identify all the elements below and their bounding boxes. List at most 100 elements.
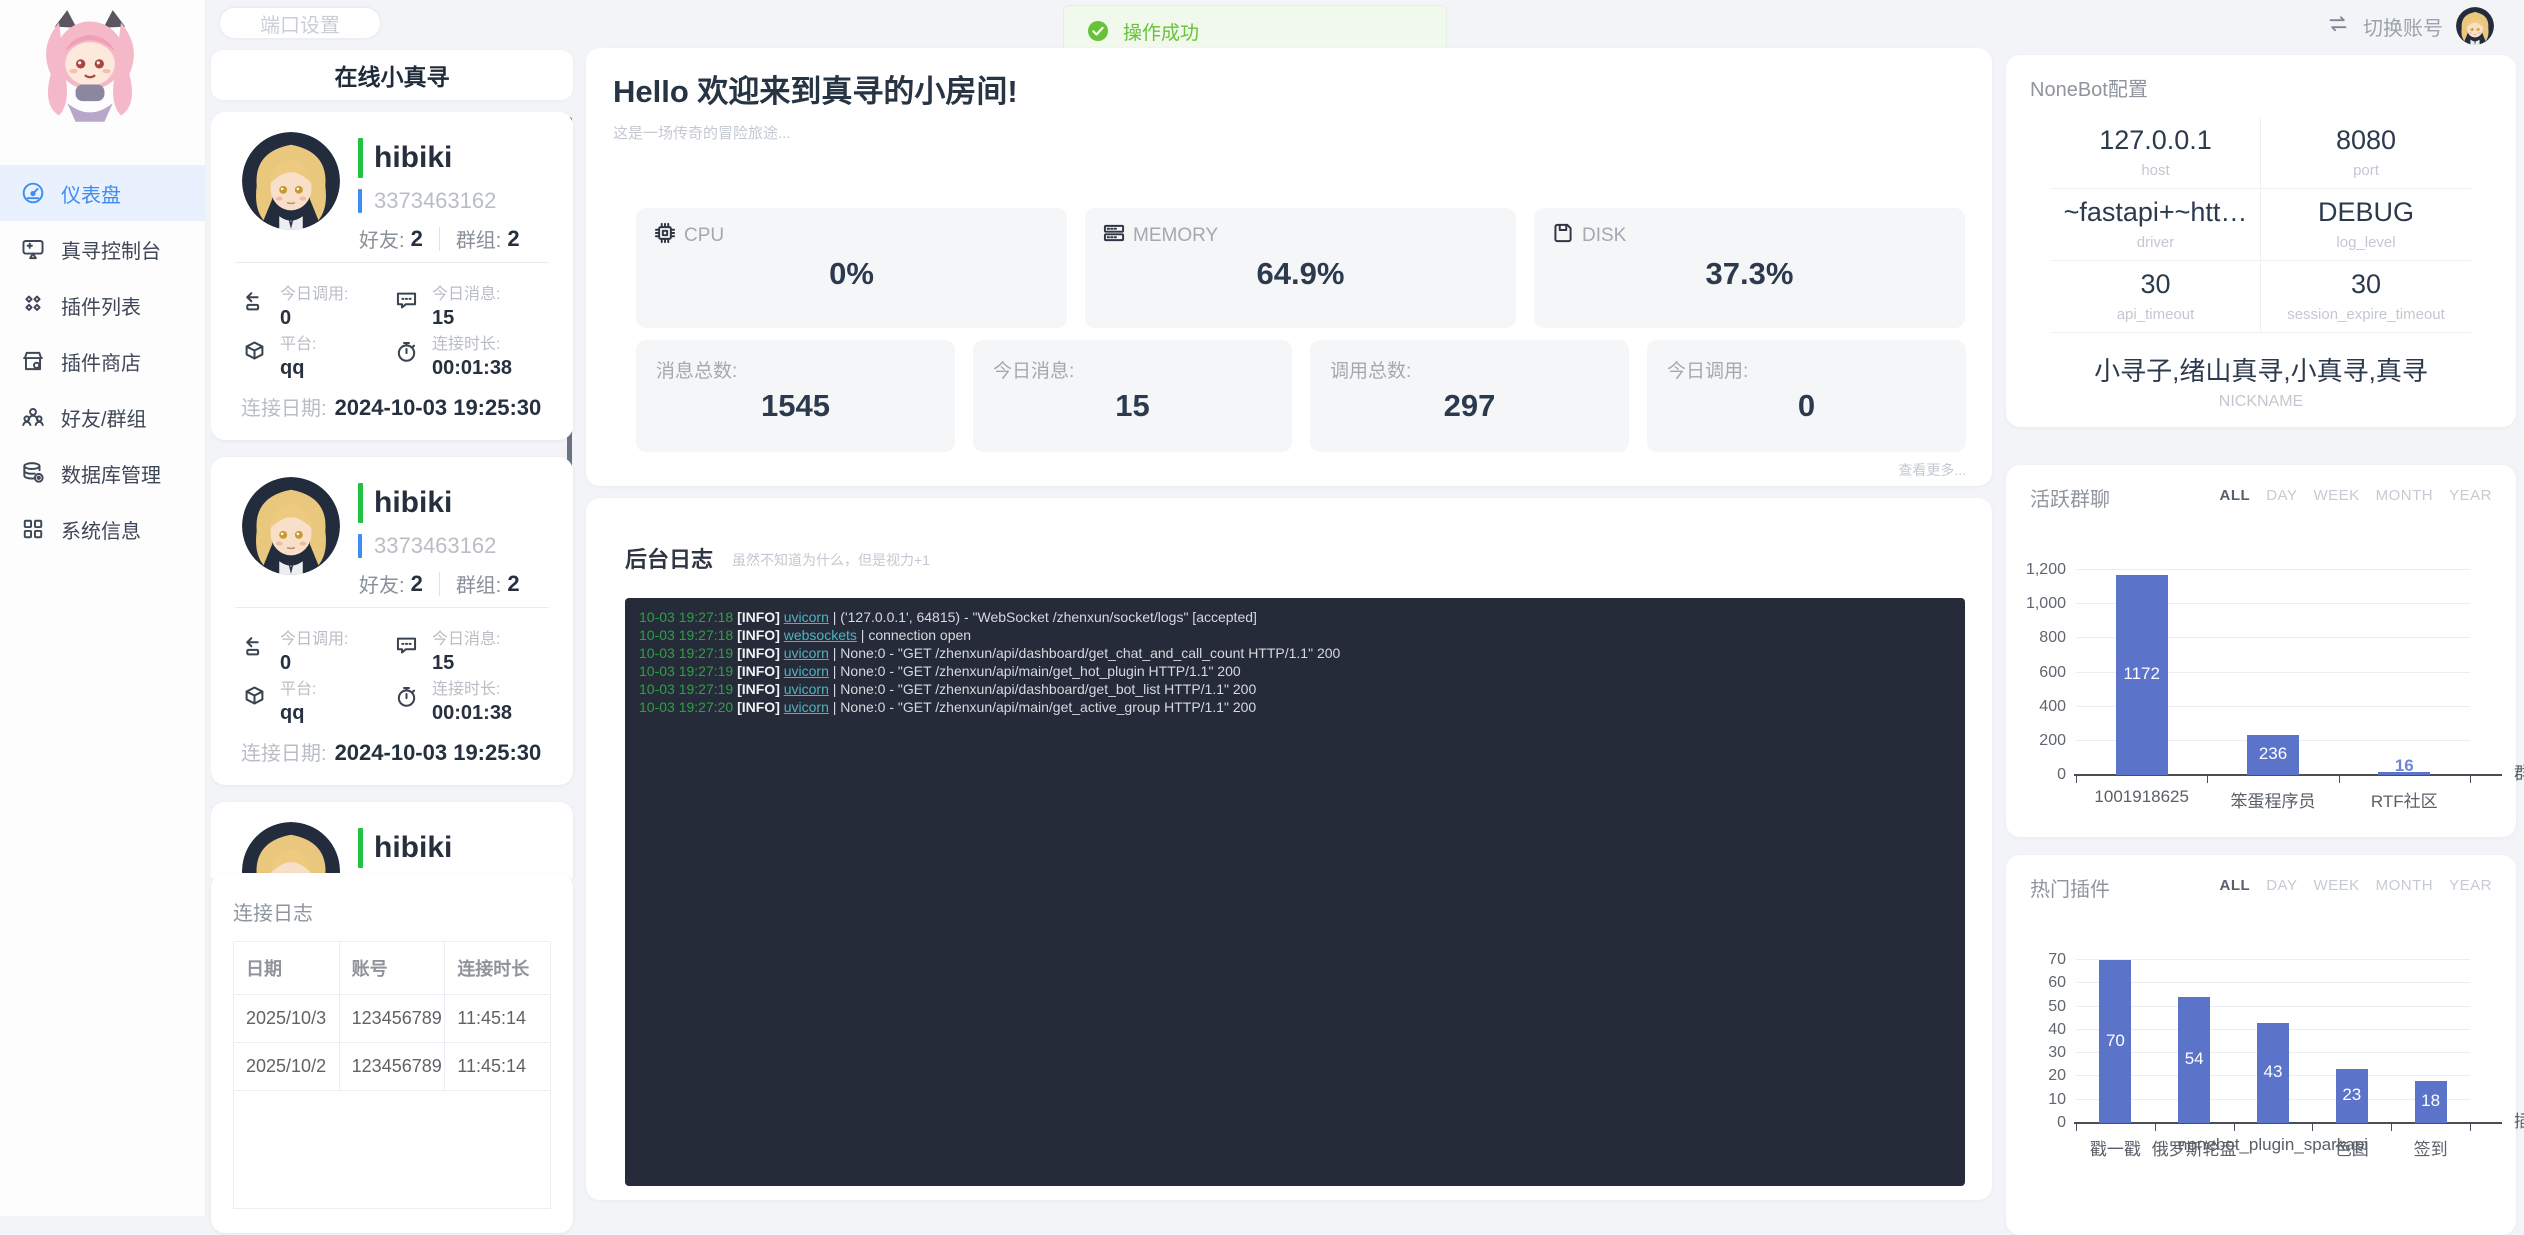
stopwatch-icon <box>393 683 420 725</box>
bot-list: hibiki 3373463162 好友:2 群组:2 今日调用:0 今日消息:… <box>211 112 583 878</box>
x-axis-tick <box>2312 1124 2313 1131</box>
divider <box>439 227 440 251</box>
y-axis-tick-label: 600 <box>1998 664 2066 682</box>
tab-month[interactable]: MONTH <box>2376 877 2434 894</box>
y-axis-tick-label: 20 <box>1998 1067 2066 1085</box>
x-axis-name: 插件 <box>2514 1107 2524 1132</box>
sidebar-item-label: 插件列表 <box>61 291 141 320</box>
logger-link: uvicorn <box>784 663 829 679</box>
sidebar-item-好友/群组[interactable]: 好友/群组 <box>0 389 205 445</box>
table-cell: 123456789 <box>339 995 445 1043</box>
connect-date-row: 连接日期:2024-10-03 19:25:30 <box>241 737 541 766</box>
logger-link: uvicorn <box>784 609 829 625</box>
x-axis-tick <box>2155 1124 2156 1131</box>
x-axis-tick <box>2339 776 2340 783</box>
bot-name: hibiki <box>374 141 452 175</box>
counter-value: 15 <box>973 388 1292 424</box>
bar-value-label: 23 <box>2312 1085 2392 1105</box>
tab-all[interactable]: ALL <box>2220 877 2251 894</box>
view-more-link[interactable]: 查看更多... <box>1898 460 1966 480</box>
bot-name: hibiki <box>374 486 452 520</box>
table-cell: 11:45:14 <box>445 1043 551 1091</box>
welcome-panel: Hello 欢迎来到真寻的小房间! 这是一场传奇的冒险旅途... CPU 0% … <box>586 48 1992 486</box>
tab-year[interactable]: YEAR <box>2449 487 2492 504</box>
sidebar-item-label: 好友/群组 <box>61 403 147 432</box>
sidebar-item-数据库管理[interactable]: 数据库管理 <box>0 445 205 501</box>
divider <box>235 607 549 608</box>
log-console: 10-03 19:27:18 [INFO] uvicorn | ('127.0.… <box>625 598 1965 1186</box>
online-status-bar <box>358 138 363 178</box>
cpu-stat-card: CPU 0% <box>636 208 1067 328</box>
x-axis-name: 群聊 <box>2514 759 2524 784</box>
tab-day[interactable]: DAY <box>2266 877 2297 894</box>
bot-card: hibiki 3373463162 好友:2 群组:2 今日调用:0 今日消息:… <box>211 802 573 878</box>
app-logo-avatar <box>28 6 152 130</box>
memory-value: 64.9% <box>1085 256 1516 292</box>
call-return-icon <box>241 288 268 330</box>
memory-stat-card: MEMORY 64.9% <box>1085 208 1516 328</box>
sidebar-item-系统信息[interactable]: 系统信息 <box>0 501 205 557</box>
time-range-tabs: ALL DAY WEEK MONTH YEAR <box>2220 487 2492 504</box>
sidebar-item-插件列表[interactable]: 插件列表 <box>0 277 205 333</box>
tab-month[interactable]: MONTH <box>2376 487 2434 504</box>
time-range-tabs: ALL DAY WEEK MONTH YEAR <box>2220 877 2492 894</box>
table-cell: 123456789 <box>339 1043 445 1091</box>
y-axis-tick-label: 0 <box>1998 1114 2066 1132</box>
sidebar-item-仪表盘[interactable]: 仪表盘 <box>0 165 205 221</box>
y-axis-tick-label: 30 <box>1998 1044 2066 1062</box>
bar-value-label: 236 <box>2233 744 2313 764</box>
sidebar-item-真寻控制台[interactable]: 真寻控制台 <box>0 221 205 277</box>
nickname-label: NICKNAME <box>2006 393 2516 411</box>
connect-date-row: 连接日期:2024-10-03 19:25:30 <box>241 392 541 421</box>
table-cell: 2025/10/3 <box>234 995 340 1043</box>
user-avatar[interactable] <box>2456 7 2494 45</box>
port-settings-button[interactable]: 端口设置 <box>218 6 382 40</box>
platform-item: 平台:qq <box>241 330 316 380</box>
sidebar-item-插件商店[interactable]: 插件商店 <box>0 333 205 389</box>
y-axis-tick-label: 50 <box>1998 998 2066 1016</box>
duration-item: 连接时长:00:01:38 <box>393 330 512 380</box>
x-axis-category-label: 签到 <box>2331 1135 2524 1160</box>
y-axis-tick-label: 1,200 <box>1998 561 2066 579</box>
x-axis-tick <box>2391 1124 2392 1131</box>
bar-value-label: 1172 <box>2102 664 2182 684</box>
today-messages-item: 今日消息:15 <box>393 280 500 330</box>
disk-stat-card: DISK 37.3% <box>1534 208 1965 328</box>
divider <box>439 572 440 596</box>
today-messages-card: 今日消息: 15 <box>973 340 1292 452</box>
tab-all[interactable]: ALL <box>2220 487 2251 504</box>
x-axis-tick <box>2076 776 2077 783</box>
counter-label: 今日消息: <box>993 356 1074 383</box>
counter-value: 1545 <box>636 388 955 424</box>
toast-message: 操作成功 <box>1123 18 1199 45</box>
log-line: 10-03 19:27:18 [INFO] uvicorn | ('127.0.… <box>639 608 1951 626</box>
tab-week[interactable]: WEEK <box>2313 487 2359 504</box>
friends-groups-row: 好友:2 群组:2 <box>359 224 520 253</box>
log-line: 10-03 19:27:19 [INFO] uvicorn | None:0 -… <box>639 644 1951 662</box>
counter-label: 调用总数: <box>1330 356 1411 383</box>
platform-cube-icon <box>241 683 268 725</box>
logs-subtitle: 虽然不知道为什么，但是视力+1 <box>732 550 930 570</box>
stat-label: DISK <box>1582 225 1626 247</box>
counter-value: 0 <box>1647 388 1966 424</box>
switch-account-button[interactable]: 切换账号 <box>2326 7 2494 45</box>
sidebar-item-label: 真寻控制台 <box>61 235 161 264</box>
tab-year[interactable]: YEAR <box>2449 877 2492 894</box>
dashboard-icon <box>20 180 46 206</box>
tab-week[interactable]: WEEK <box>2313 877 2359 894</box>
bot-avatar <box>242 132 340 230</box>
today-calls-item: 今日调用:0 <box>241 625 348 675</box>
bot-account: 3373463162 <box>374 188 496 214</box>
today-calls-card: 今日调用: 0 <box>1647 340 1966 452</box>
y-axis-tick-label: 70 <box>1998 951 2066 969</box>
tab-day[interactable]: DAY <box>2266 487 2297 504</box>
cpu-value: 0% <box>636 256 1067 292</box>
console-icon <box>20 236 46 262</box>
